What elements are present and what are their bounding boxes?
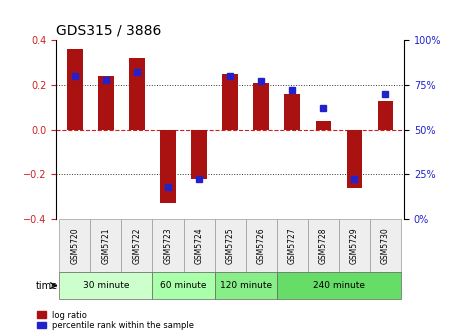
Legend: log ratio, percentile rank within the sample: log ratio, percentile rank within the sa… [35,309,196,332]
Text: GSM5727: GSM5727 [288,227,297,264]
Bar [347,130,362,187]
Text: GSM5720: GSM5720 [70,227,79,264]
Bar [316,121,331,130]
Bar [160,130,176,203]
Text: 240 minute: 240 minute [313,281,365,290]
Text: GSM5725: GSM5725 [225,227,235,264]
FancyBboxPatch shape [90,219,121,272]
Bar [253,83,269,130]
Text: GSM5724: GSM5724 [194,227,203,264]
FancyBboxPatch shape [59,219,90,272]
Bar [285,94,300,130]
FancyBboxPatch shape [339,219,370,272]
Text: GSM5723: GSM5723 [163,227,172,264]
FancyBboxPatch shape [215,272,277,299]
Text: GSM5728: GSM5728 [319,227,328,264]
FancyBboxPatch shape [277,272,401,299]
Text: GSM5729: GSM5729 [350,227,359,264]
Text: GSM5721: GSM5721 [101,227,110,264]
Text: 60 minute: 60 minute [160,281,207,290]
Text: GDS315 / 3886: GDS315 / 3886 [56,24,162,38]
Bar [129,58,145,130]
FancyBboxPatch shape [215,219,246,272]
Text: 120 minute: 120 minute [220,281,272,290]
Bar [98,76,114,130]
Bar [191,130,207,179]
Text: GSM5726: GSM5726 [257,227,266,264]
FancyBboxPatch shape [121,219,153,272]
FancyBboxPatch shape [153,272,215,299]
FancyBboxPatch shape [308,219,339,272]
FancyBboxPatch shape [184,219,215,272]
FancyBboxPatch shape [277,219,308,272]
FancyBboxPatch shape [153,219,184,272]
Text: GSM5730: GSM5730 [381,227,390,264]
FancyBboxPatch shape [246,219,277,272]
Bar [378,100,393,130]
Text: time: time [35,281,57,291]
Text: 30 minute: 30 minute [83,281,129,290]
Bar [67,49,83,130]
FancyBboxPatch shape [59,272,153,299]
Bar [222,74,238,130]
Text: GSM5722: GSM5722 [132,227,141,264]
FancyBboxPatch shape [370,219,401,272]
